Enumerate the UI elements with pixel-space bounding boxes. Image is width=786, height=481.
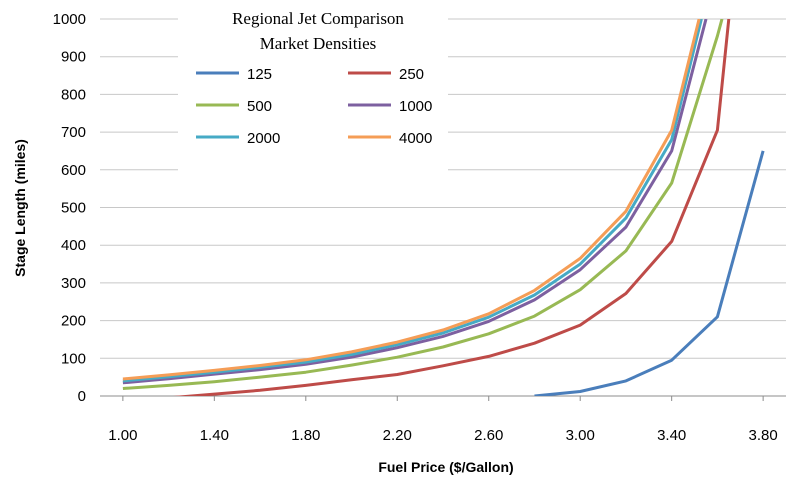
series-line-500 [122,19,724,390]
chart-title: Regional Jet Comparison [232,9,404,28]
x-tick-label: 2.20 [383,427,412,444]
legend-label-1000: 1000 [399,98,432,115]
series-line-1000 [122,19,708,385]
y-tick-label: 300 [61,275,86,292]
y-tick-label: 700 [61,124,86,141]
series-line-2000 [122,19,703,383]
y-tick-label: 400 [61,237,86,254]
series-lines [122,19,765,396]
y-tick-label: 1000 [53,11,86,28]
legend: 125 250 500 1000 2000 4000 [196,66,432,147]
x-axis [100,395,786,401]
y-tick-labels: 0 100 200 300 400 500 600 700 800 900 1000 [53,11,86,405]
x-tick-labels: 1.00 1.40 1.80 2.20 2.60 3.00 3.40 3.80 [108,427,777,444]
series-line-250 [173,19,731,396]
x-tick-label: 3.40 [657,427,686,444]
x-tick-label: 3.00 [566,427,595,444]
legend-label-4000: 4000 [399,130,432,147]
y-tick-label: 200 [61,313,86,330]
series-line-4000 [122,19,701,381]
legend-label-500: 500 [247,98,272,115]
series-line-125 [534,150,765,396]
chart-subtitle: Market Densities [260,34,377,53]
y-axis-title: Stage Length (miles) [12,139,28,277]
y-tick-label: 800 [61,86,86,103]
legend-background [178,3,448,178]
legend-label-250: 250 [399,66,424,83]
y-tick-label: 500 [61,200,86,217]
y-tick-label: 0 [78,388,86,405]
x-axis-title: Fuel Price ($/Gallon) [378,459,513,475]
x-tick-label: 1.80 [291,427,320,444]
legend-label-125: 125 [247,66,272,83]
y-tick-label: 100 [61,350,86,367]
x-tick-label: 1.40 [200,427,229,444]
x-tick-label: 1.00 [108,427,137,444]
legend-label-2000: 2000 [247,130,280,147]
y-tick-label: 900 [61,49,86,66]
y-tick-label: 600 [61,162,86,179]
x-tick-label: 2.60 [474,427,503,444]
x-tick-label: 3.80 [749,427,778,444]
